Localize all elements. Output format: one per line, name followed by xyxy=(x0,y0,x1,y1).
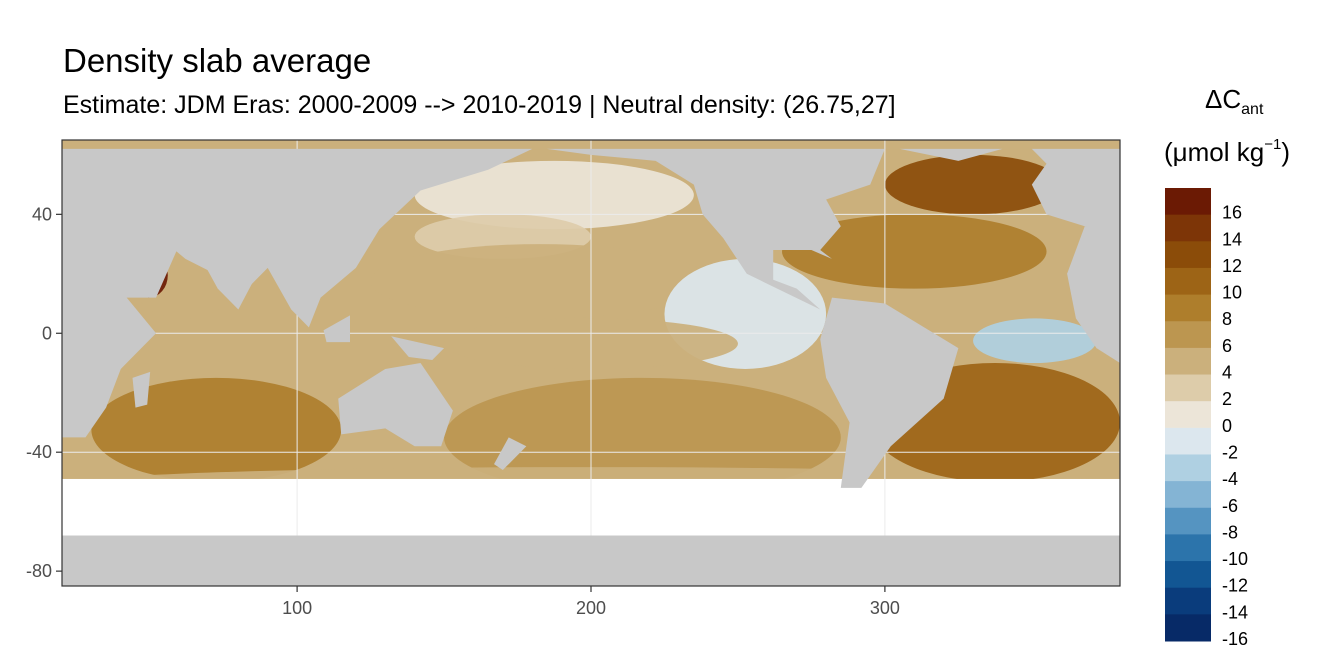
land-north-america xyxy=(546,148,885,310)
legend-swatch xyxy=(1165,347,1211,376)
land-australia xyxy=(338,363,453,447)
legend-swatch xyxy=(1165,614,1211,642)
legend-label: -6 xyxy=(1222,496,1238,516)
legend-swatch xyxy=(1165,587,1211,615)
data-region-3 xyxy=(370,244,709,319)
legend-label: 6 xyxy=(1222,336,1232,356)
land-eurasia xyxy=(120,148,533,328)
chart-subtitle: Estimate: JDM Eras: 2000-2009 --> 2010-2… xyxy=(63,91,896,119)
legend-label: 8 xyxy=(1222,309,1232,329)
land-madagascar xyxy=(132,371,151,408)
legend-swatch xyxy=(1165,561,1211,589)
legend-unit-close: ) xyxy=(1281,137,1290,167)
legend-swatch xyxy=(1165,294,1211,322)
legend-label: -14 xyxy=(1222,602,1248,622)
legend-unit: (μmol kg−1) xyxy=(1164,136,1290,168)
legend-swatch xyxy=(1165,481,1211,509)
legend-label: 12 xyxy=(1222,256,1242,276)
x-tick-label: 100 xyxy=(282,598,312,618)
legend-swatch xyxy=(1165,374,1211,402)
legend-label: 16 xyxy=(1222,203,1242,223)
legend-unit-exponent: −1 xyxy=(1264,136,1282,153)
legend-label: -12 xyxy=(1222,576,1248,596)
legend-label: -16 xyxy=(1222,629,1248,649)
y-tick-label: 0 xyxy=(42,323,52,343)
data-region-11 xyxy=(884,154,1062,215)
land-borneo xyxy=(323,315,351,343)
legend-unit-text: (μmol kg xyxy=(1164,137,1265,167)
data-region-13 xyxy=(973,318,1097,364)
legend-swatch xyxy=(1165,188,1211,216)
legend-label: -4 xyxy=(1222,469,1238,489)
legend-swatch xyxy=(1165,454,1211,482)
data-region-7 xyxy=(91,377,342,482)
land-india xyxy=(203,261,262,310)
data-region-1 xyxy=(414,160,694,230)
legend-swatch xyxy=(1165,534,1211,562)
legend-label: -10 xyxy=(1222,549,1248,569)
legend-label: 14 xyxy=(1222,229,1242,249)
legend-swatch xyxy=(1165,214,1211,242)
y-tick-label: 40 xyxy=(32,204,52,224)
y-tick-label: -40 xyxy=(26,442,52,462)
x-tick-label: 200 xyxy=(576,598,606,618)
land-newguinea xyxy=(391,336,445,361)
legend-title-subscript: ant xyxy=(1241,101,1264,118)
map-panel xyxy=(62,140,1120,586)
legend-label: 4 xyxy=(1222,363,1232,383)
legend-swatch xyxy=(1165,241,1211,269)
legend-label: -2 xyxy=(1222,442,1238,462)
data-region-12 xyxy=(782,214,1047,289)
land-newzealand xyxy=(494,437,527,471)
legend-swatch xyxy=(1165,267,1211,296)
legend-swatch xyxy=(1165,321,1211,349)
legend-swatch xyxy=(1165,507,1211,535)
chart-title: Density slab average xyxy=(63,42,372,79)
legend-label: 10 xyxy=(1222,283,1242,303)
land-greenland xyxy=(899,148,1003,161)
legend-label: 2 xyxy=(1222,389,1232,409)
land-antarctica xyxy=(62,535,1120,586)
y-tick-label: -80 xyxy=(26,561,52,581)
data-region-6 xyxy=(444,377,841,497)
land-south-america xyxy=(820,297,959,488)
land-europe xyxy=(1031,148,1120,230)
legend-label: 0 xyxy=(1222,416,1232,436)
x-tick-label: 300 xyxy=(870,598,900,618)
legend-swatch xyxy=(1165,401,1211,429)
legend-swatch xyxy=(1165,427,1211,455)
legend-label: -8 xyxy=(1222,522,1238,542)
legend-title: ΔCant xyxy=(1205,84,1263,119)
land-africa-west xyxy=(1067,226,1120,363)
legend-title-main: ΔC xyxy=(1205,84,1242,114)
